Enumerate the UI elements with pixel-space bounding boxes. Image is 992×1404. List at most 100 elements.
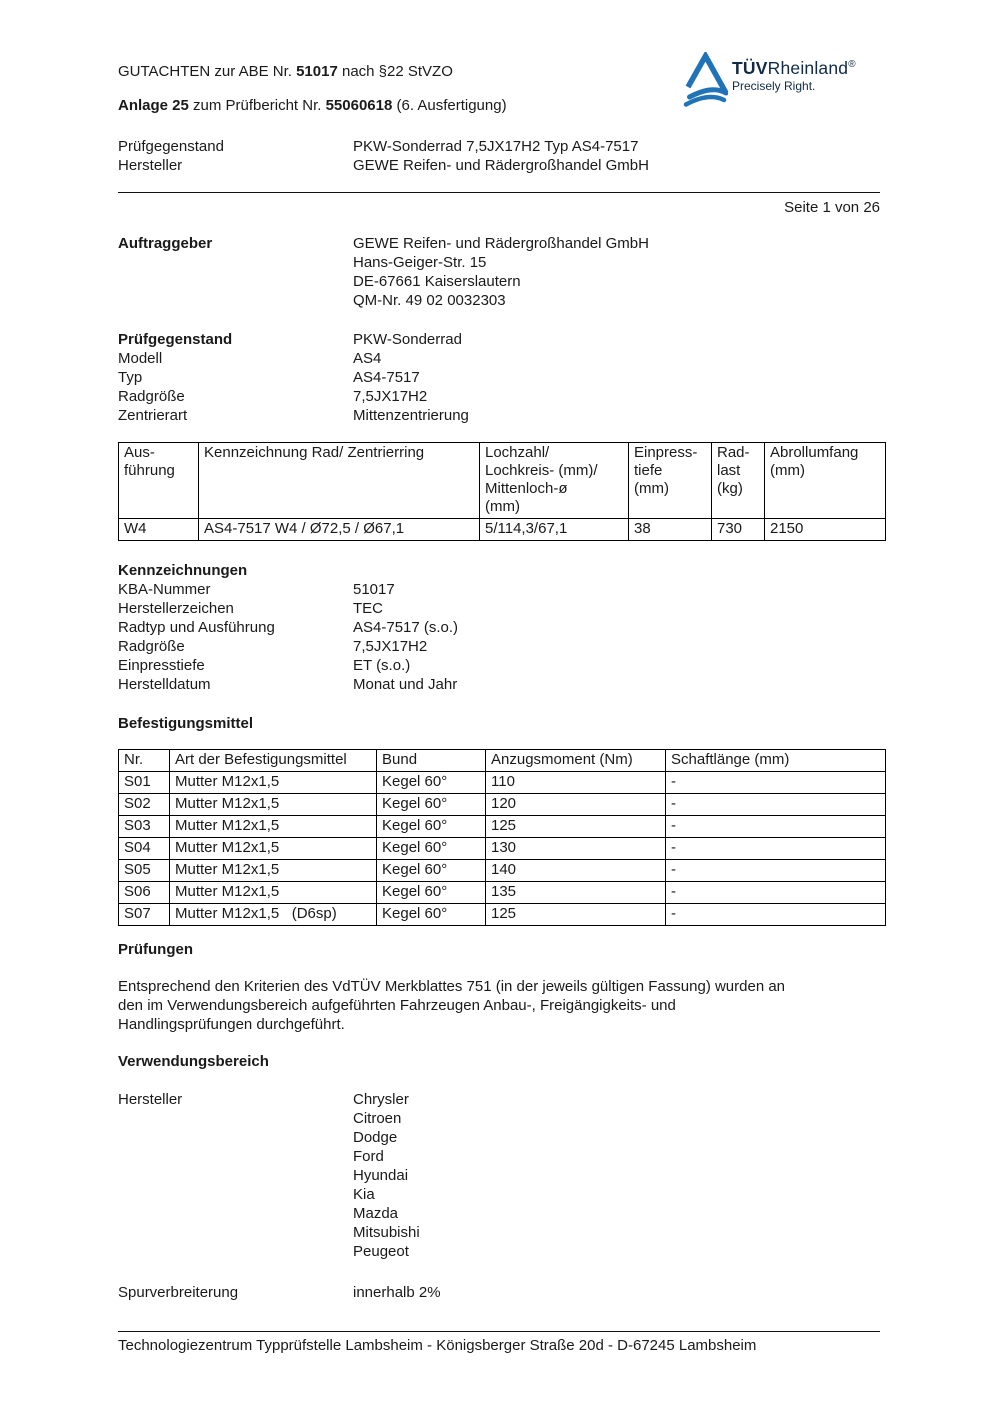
test-object-row: Prüfgegenstand PKW-Sonderrad xyxy=(118,330,880,349)
wheel-spec-table: Aus- führung Kennzeichnung Rad/ Zentrierr… xyxy=(118,442,886,541)
row-value: AS4-7517 xyxy=(353,369,420,386)
list-item: Hyundai xyxy=(353,1167,409,1184)
table-cell: Mutter M12x1,5 xyxy=(169,881,377,904)
key-value-row: Radtyp und Ausführung AS4-7517 (s.o.) xyxy=(118,618,880,637)
markings-rows: KBA-Nummer 51017 Herstellerzeichen TEC Radty… xyxy=(118,580,880,694)
table-row: S06 Mutter M12x1,5 Kegel 60° 135- xyxy=(118,881,886,904)
key-value-row: Typ AS4-7517 xyxy=(118,368,880,387)
table-header-cell: Anzugsmoment (Nm) xyxy=(485,749,666,772)
table-row: W4 AS4-7517 W4 / Ø72,5 / Ø67,1 5/114,3/67,… xyxy=(118,518,886,541)
row-value: ET (s.o.) xyxy=(353,657,411,674)
key-value-row: Radgröße 7,5JX17H2 xyxy=(118,387,880,406)
table-cell: 730 xyxy=(711,518,765,541)
annex-mid: zum Prüfbericht Nr. xyxy=(188,97,326,114)
title-suffix: nach §22 StVZO xyxy=(337,63,453,80)
table-cell: 130 xyxy=(485,837,666,860)
table-cell: Kegel 60° xyxy=(376,771,486,794)
table-header-cell: Bund xyxy=(376,749,486,772)
table-header-cell: Schaftlänge (mm) xyxy=(665,749,886,772)
test-object-details: Modell AS4 Typ AS4-7517 Radgröße 7,5JX17H2 Zen… xyxy=(118,349,880,425)
client-address: GEWE Reifen- und Rädergroßhandel GmbH Ha… xyxy=(353,235,649,309)
tuv-triangle-icon xyxy=(683,52,728,107)
fasteners-table-body: S01 Mutter M12x1,5 Kegel 60° 110- S02 Mutter … xyxy=(118,771,886,926)
table-cell: Kegel 60° xyxy=(376,903,486,926)
row-value: 51017 xyxy=(353,581,395,598)
list-item: Peugeot xyxy=(353,1243,409,1260)
row-label: Modell xyxy=(118,350,163,367)
row-value: AS4-7517 (s.o.) xyxy=(353,619,459,636)
row-label: Herstelldatum xyxy=(118,676,211,693)
track-widening-label: Spurverbreiterung xyxy=(118,1284,239,1301)
table-cell: Kegel 60° xyxy=(376,837,486,860)
vehicle-manufacturers-list: Chrysler Citroen Dodge Ford Hyundai Kia Mazda M… xyxy=(353,1090,420,1261)
header-subject-block: Prüfgegenstand PKW-Sonderrad 7,5JX17H2 T… xyxy=(118,137,880,175)
annex-number: Anlage 25 xyxy=(118,97,189,114)
table-cell: - xyxy=(665,837,886,860)
list-item: Mazda xyxy=(353,1205,399,1222)
subject-label: Prüfgegenstand xyxy=(118,138,224,155)
logo-tagline: Precisely Right. xyxy=(732,79,816,93)
tests-heading: Prüfungen xyxy=(118,941,193,958)
key-value-row: Herstelldatum Monat und Jahr xyxy=(118,675,880,694)
registered-mark: ® xyxy=(848,59,856,71)
subject-row: Prüfgegenstand PKW-Sonderrad 7,5JX17H2 T… xyxy=(118,137,880,156)
table-cell: - xyxy=(665,815,886,838)
logo-tuv: TÜV xyxy=(732,58,768,78)
table-cell: 125 xyxy=(485,903,666,926)
key-value-row: KBA-Nummer 51017 xyxy=(118,580,880,599)
manufacturer-value: GEWE Reifen- und Rädergroßhandel GmbH xyxy=(353,157,649,174)
table-cell: S01 xyxy=(118,771,170,794)
annex-suffix: (6. Ausfertigung) xyxy=(392,97,507,114)
table-cell: AS4-7517 W4 / Ø72,5 / Ø67,1 xyxy=(198,518,480,541)
table-cell: 120 xyxy=(485,793,666,816)
key-value-row: Herstellerzeichen TEC xyxy=(118,599,880,618)
table-cell: W4 xyxy=(118,518,199,541)
test-object-label: Prüfgegenstand xyxy=(118,331,233,348)
header-divider xyxy=(118,192,880,193)
row-label: Radgröße xyxy=(118,388,185,405)
table-cell: Mutter M12x1,5 xyxy=(169,771,377,794)
page-number: Seite 1 von 26 xyxy=(784,199,880,216)
table-header-cell: Abrollumfang (mm) xyxy=(764,442,886,519)
table-cell: Kegel 60° xyxy=(376,793,486,816)
key-value-row: Modell AS4 xyxy=(118,349,880,368)
client-block: Auftraggeber GEWE Reifen- und Rädergroßh… xyxy=(118,234,880,310)
track-widening-row: Spurverbreiterung innerhalb 2% xyxy=(118,1283,880,1302)
table-cell: 110 xyxy=(485,771,666,794)
table-cell: 38 xyxy=(628,518,712,541)
table-header-cell: Nr. xyxy=(118,749,170,772)
table-row: S03 Mutter M12x1,5 Kegel 60° 125- xyxy=(118,815,886,838)
table-cell: Mutter M12x1,5 (D6sp) xyxy=(169,903,377,926)
table-header-cell: Art der Befestigungsmittel xyxy=(169,749,377,772)
tuv-rheinland-logo: TÜVRheinland® Precisely Right. xyxy=(682,52,856,108)
row-value: 7,5JX17H2 xyxy=(353,638,428,655)
table-cell: Mutter M12x1,5 xyxy=(169,859,377,882)
wheel-table-header-row: Aus- führung Kennzeichnung Rad/ Zentrierr… xyxy=(118,442,886,519)
row-value: AS4 xyxy=(353,350,382,367)
table-cell: - xyxy=(665,859,886,882)
row-label: Radtyp und Ausführung xyxy=(118,619,275,636)
row-label: Herstellerzeichen xyxy=(118,600,234,617)
row-label: Typ xyxy=(118,369,143,386)
row-label: KBA-Nummer xyxy=(118,581,211,598)
table-cell: S07 xyxy=(118,903,170,926)
key-value-row: Einpresstiefe ET (s.o.) xyxy=(118,656,880,675)
list-item: Kia xyxy=(353,1186,375,1203)
key-value-row: Radgröße 7,5JX17H2 xyxy=(118,637,880,656)
vehicle-manufacturers-label: Hersteller xyxy=(118,1091,183,1108)
table-cell: S05 xyxy=(118,859,170,882)
table-cell: - xyxy=(665,793,886,816)
table-cell: 135 xyxy=(485,881,666,904)
application-heading: Verwendungsbereich xyxy=(118,1053,269,1070)
wheel-table-body: W4 AS4-7517 W4 / Ø72,5 / Ø67,1 5/114,3/67,… xyxy=(118,518,886,541)
fasteners-heading: Befestigungsmittel xyxy=(118,715,254,732)
footer-address: Technologiezentrum Typprüfstelle Lambshe… xyxy=(118,1337,757,1354)
table-header-cell: Rad- last (kg) xyxy=(711,442,765,519)
abe-number: 51017 xyxy=(296,63,338,80)
markings-heading: Kennzeichnungen xyxy=(118,562,248,579)
table-cell: Mutter M12x1,5 xyxy=(169,815,377,838)
table-cell: Kegel 60° xyxy=(376,881,486,904)
table-cell: Kegel 60° xyxy=(376,815,486,838)
table-row: S05 Mutter M12x1,5 Kegel 60° 140- xyxy=(118,859,886,882)
test-object-value: PKW-Sonderrad xyxy=(353,331,462,348)
